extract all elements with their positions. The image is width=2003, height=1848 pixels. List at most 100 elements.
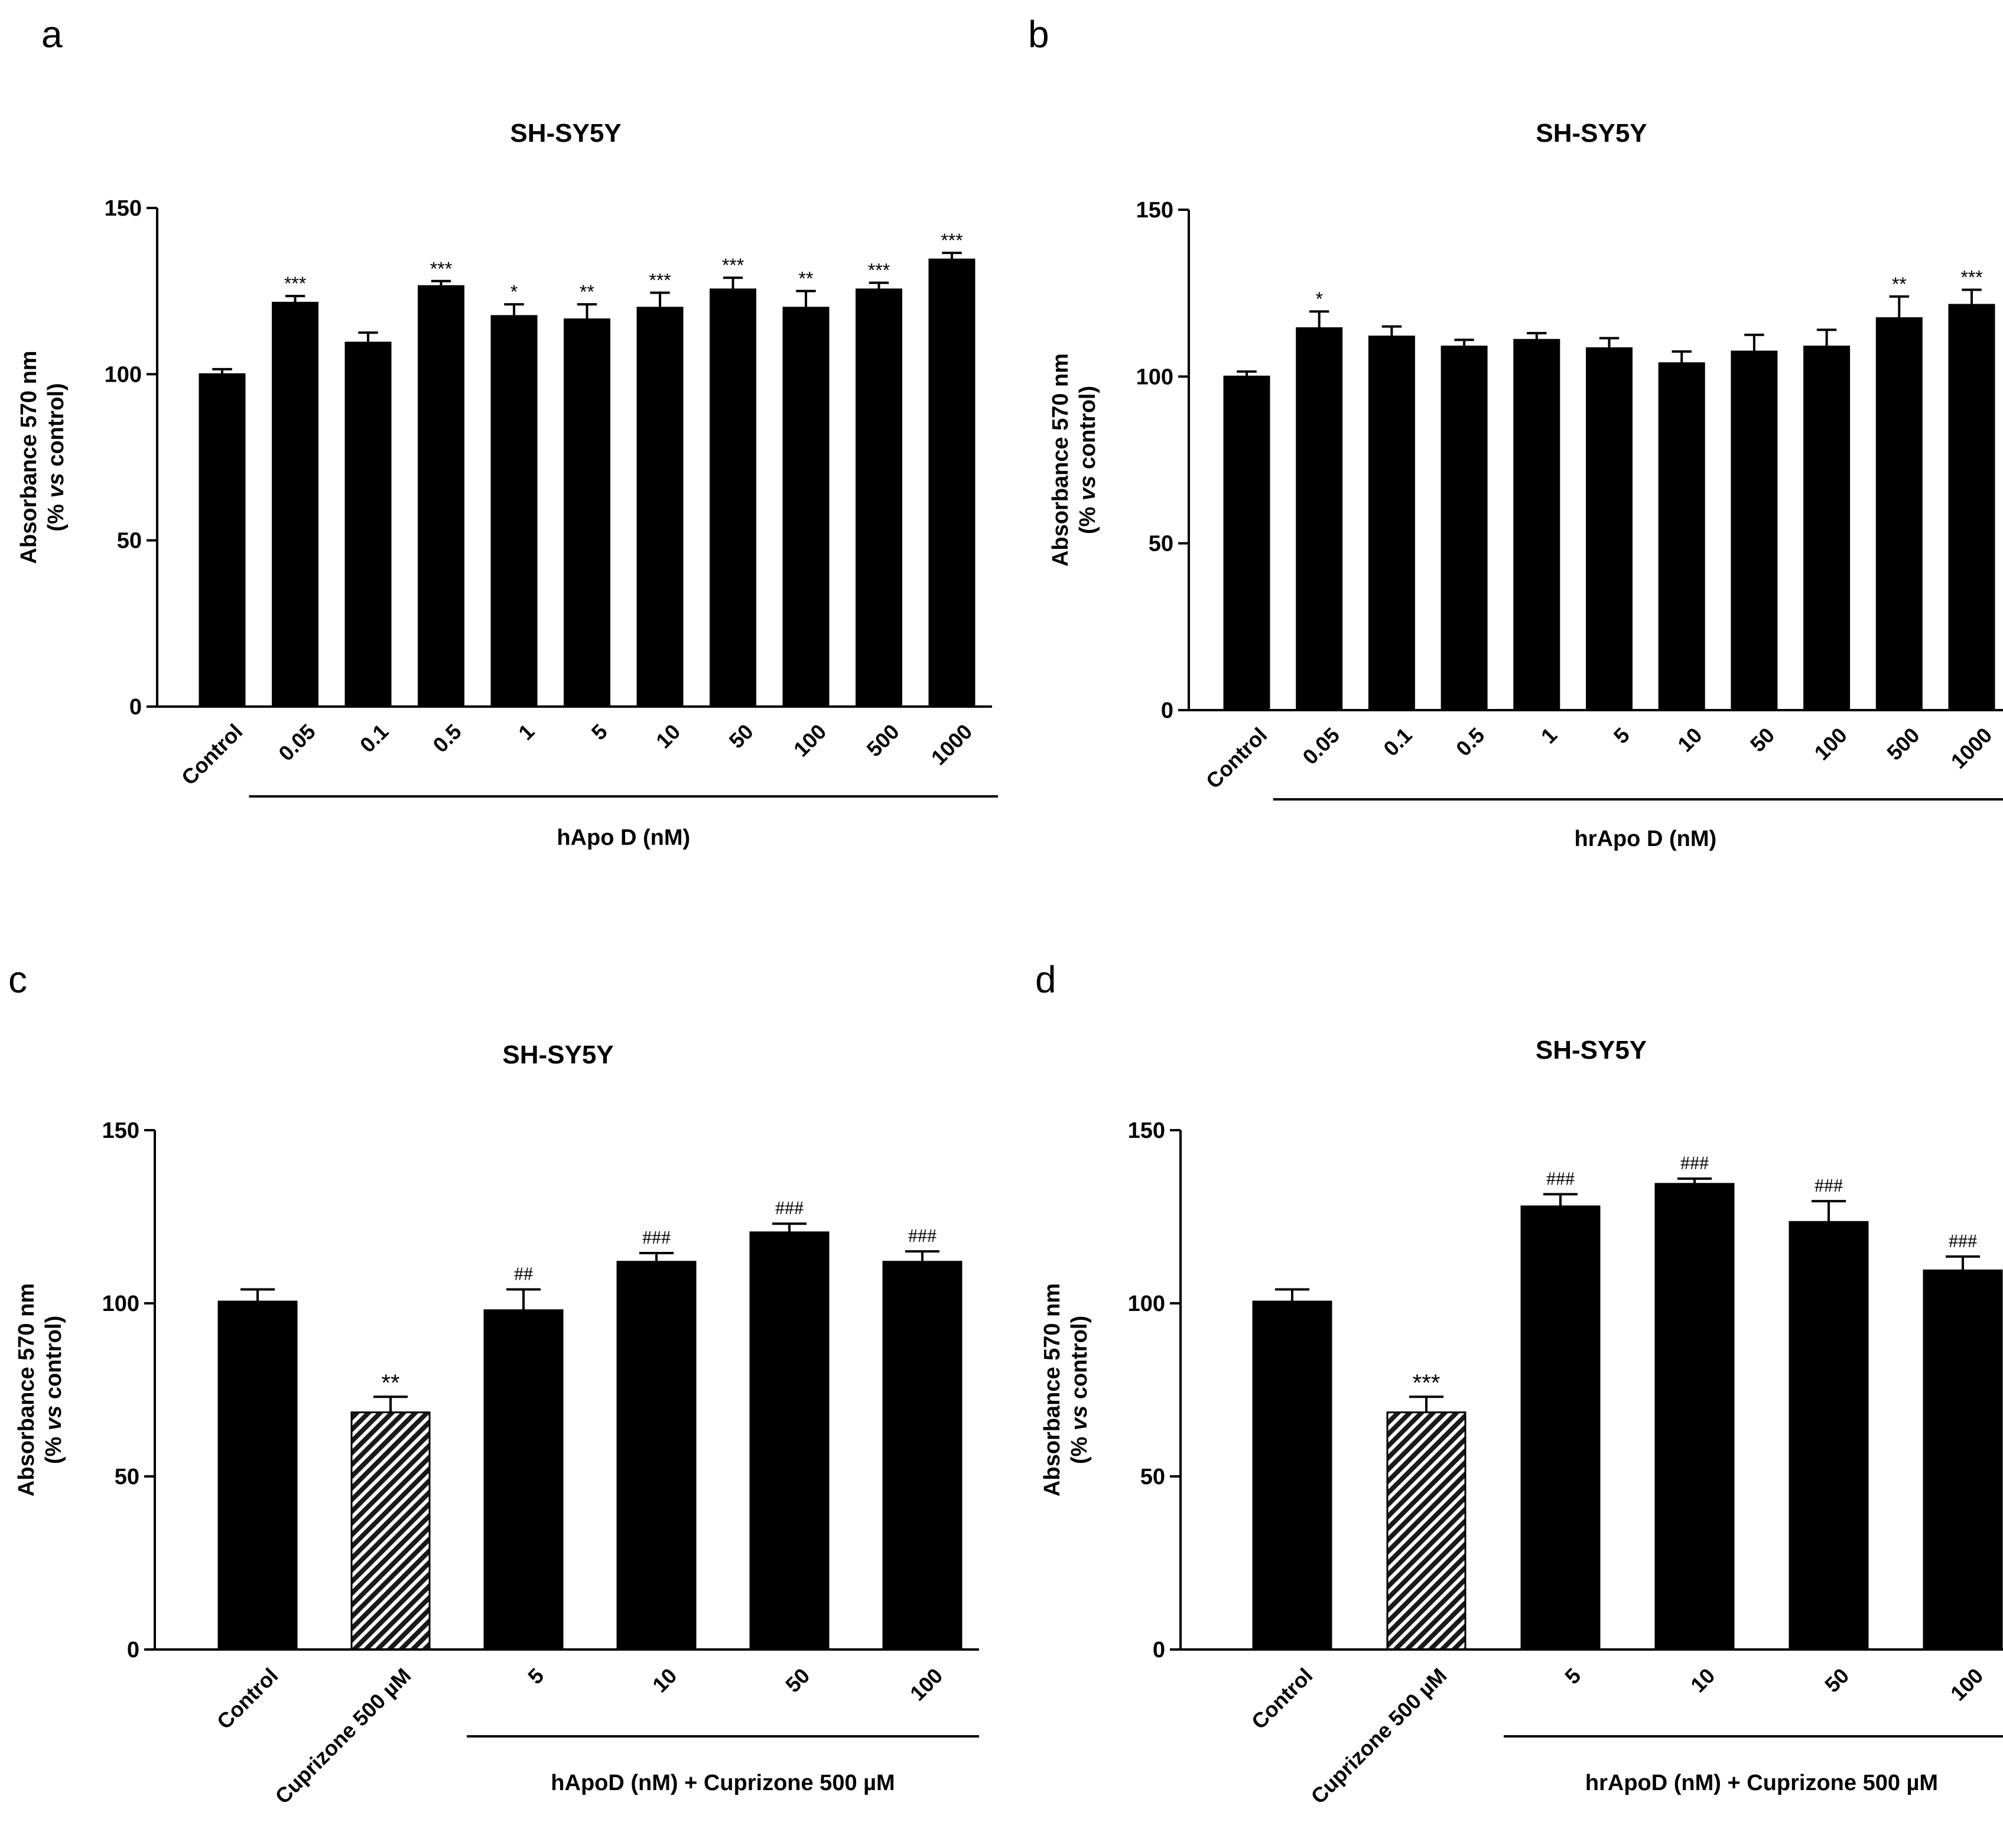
x-tick-label: 0.1 [1378, 723, 1416, 760]
significance-label: *** [649, 269, 671, 291]
y-tick-label: 0 [1153, 1638, 1165, 1662]
x-tick-label: 10 [651, 719, 685, 753]
group-label: hApo D (nM) [557, 825, 690, 850]
bar-group: ### [749, 1197, 830, 1651]
x-tick-label: 50 [1745, 723, 1779, 756]
significance-label: ### [908, 1225, 937, 1246]
bar [1296, 327, 1343, 711]
x-tick-label: 0.5 [428, 719, 466, 757]
significance-label: ** [1892, 274, 1907, 295]
bar-group: *** [1948, 267, 1995, 711]
bar [636, 307, 684, 708]
bar-group: ** [350, 1370, 431, 1651]
significance-label: *** [722, 255, 744, 276]
y-tick-label: 150 [1136, 198, 1173, 223]
x-tick-label: Control [177, 719, 247, 789]
bar-group [199, 367, 246, 708]
y-tick-label: 50 [117, 529, 142, 554]
y-axis-label: Absorbance 570 nm (% vs control) [1040, 1283, 1092, 1496]
significance-label: ### [775, 1197, 804, 1218]
bar-group [1513, 331, 1560, 711]
x-tick-label: 100 [1809, 723, 1851, 764]
bar [344, 341, 392, 708]
bar-group: ### [1520, 1167, 1601, 1651]
bar [1586, 347, 1633, 711]
bar-group [1441, 339, 1488, 711]
y-tick-label: 100 [1136, 365, 1173, 389]
chart-title: SH-SY5Y [510, 119, 621, 148]
bar-group: ** [564, 281, 610, 708]
bar [1386, 1411, 1467, 1651]
y-tick-label: 50 [1149, 532, 1173, 557]
bar [1513, 339, 1560, 711]
bar [1789, 1221, 1869, 1651]
chart-title: SH-SY5Y [502, 1040, 613, 1069]
bar [1252, 1300, 1332, 1651]
y-axis-label-line2: (% vs control) [1067, 1316, 1092, 1464]
bar-group [1223, 370, 1270, 711]
significance-label: ** [381, 1370, 399, 1396]
x-tick-label: 0.5 [1451, 723, 1489, 760]
significance-label: *** [1413, 1370, 1441, 1396]
significance-label: ### [1949, 1230, 1977, 1251]
bar-group: ** [1875, 274, 1923, 711]
bar [483, 1309, 564, 1651]
y-axis-label: Absorbance 570 nm (% vs control) [1048, 353, 1100, 567]
panel-letter: b [1028, 13, 1049, 56]
x-tick-label: 10 [1686, 1663, 1719, 1697]
y-tick-label: 150 [102, 1118, 139, 1143]
y-tick-label: 0 [127, 1638, 139, 1662]
bar [1658, 362, 1705, 711]
x-tick-label: 0.1 [355, 719, 393, 757]
x-tick-label: 1 [1536, 723, 1562, 748]
bar-group: *** [1386, 1370, 1467, 1651]
bar-group [1803, 328, 1851, 711]
x-tick-label: 10 [1673, 723, 1706, 756]
bar [928, 258, 976, 708]
x-tick-label: 5 [1609, 723, 1634, 748]
bar [710, 288, 756, 708]
significance-label: *** [868, 260, 890, 281]
x-tick-label: 0.05 [274, 719, 320, 766]
y-tick-label: 0 [129, 695, 142, 720]
bar [1520, 1205, 1601, 1651]
chart-panel-d: d SH-SY5Y Absorbance 570 nm (% vs control) C… [1035, 958, 2003, 1808]
y-tick-label: 50 [115, 1465, 139, 1489]
bar [1223, 375, 1270, 711]
bar-group: *** [928, 230, 976, 708]
significance-label: *** [1960, 267, 1982, 288]
bar-group [217, 1288, 298, 1651]
y-axis-label-line1: Absorbance 570 nm [14, 1283, 39, 1496]
bar [749, 1231, 830, 1651]
significance-label: ## [514, 1263, 533, 1284]
x-tick-label: Control [1201, 723, 1272, 793]
bar [882, 1261, 963, 1651]
x-tick-label: 500 [861, 719, 903, 761]
bar-group [1586, 337, 1633, 711]
x-tick-label: 5 [587, 719, 612, 744]
x-tick-label: 100 [1946, 1663, 1988, 1705]
y-tick-label: 100 [102, 1291, 139, 1316]
bar [418, 285, 464, 708]
significance-label: ** [580, 281, 594, 302]
bar-group: ### [1654, 1152, 1735, 1651]
y-axis-label-line1: Absorbance 570 nm [1040, 1283, 1065, 1496]
panel-letter: d [1035, 958, 1056, 1001]
y-axis-label-line1: Absorbance 570 nm [1048, 353, 1073, 567]
y-axis-label-line2: (% vs control) [41, 1316, 66, 1464]
bar-group: ### [882, 1225, 963, 1651]
group-label: hrApoD (nM) + Cuprizone 500 µM [1585, 1771, 1938, 1795]
significance-label: * [510, 281, 518, 302]
significance-label: ### [642, 1226, 671, 1248]
bar-group: *** [636, 269, 684, 708]
x-tick-label: 0.05 [1298, 723, 1344, 769]
bar [1923, 1269, 2003, 1651]
x-tick-label: Cuprizone 500 µM [1306, 1663, 1451, 1808]
x-tick-label: 50 [781, 1663, 814, 1697]
x-tick-label: 10 [648, 1663, 681, 1697]
significance-label: ### [1815, 1174, 1843, 1196]
bar [350, 1411, 431, 1651]
y-axis-label-line2: (% vs control) [44, 383, 69, 531]
y-axis-label: Absorbance 570 nm (% vs control) [17, 350, 69, 564]
